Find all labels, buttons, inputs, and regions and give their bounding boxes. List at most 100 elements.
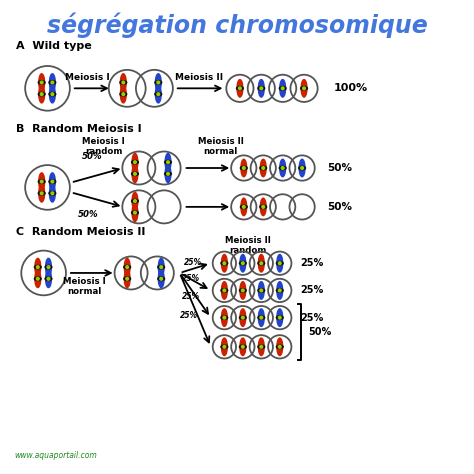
Ellipse shape <box>279 166 286 170</box>
Circle shape <box>238 87 241 90</box>
Circle shape <box>47 266 50 268</box>
Circle shape <box>242 206 245 208</box>
Text: 25%: 25% <box>182 292 201 301</box>
Ellipse shape <box>279 87 286 90</box>
Ellipse shape <box>35 270 41 288</box>
Circle shape <box>242 167 245 169</box>
Circle shape <box>40 81 43 84</box>
Circle shape <box>157 93 160 96</box>
Circle shape <box>281 167 284 169</box>
Ellipse shape <box>46 270 51 288</box>
Ellipse shape <box>277 338 283 356</box>
Ellipse shape <box>277 255 283 272</box>
Text: 50%: 50% <box>328 202 352 212</box>
Ellipse shape <box>237 87 243 90</box>
Text: C  Random Meiosis II: C Random Meiosis II <box>17 227 146 237</box>
Circle shape <box>260 346 263 348</box>
Ellipse shape <box>38 81 45 84</box>
Ellipse shape <box>221 345 228 348</box>
Ellipse shape <box>120 85 126 103</box>
Ellipse shape <box>221 289 228 292</box>
Ellipse shape <box>38 191 45 195</box>
Ellipse shape <box>120 81 127 84</box>
Ellipse shape <box>132 211 138 214</box>
Circle shape <box>262 167 264 169</box>
Circle shape <box>122 93 125 96</box>
Text: Meiosis I
normal: Meiosis I normal <box>63 277 106 296</box>
Ellipse shape <box>237 80 243 97</box>
Ellipse shape <box>38 92 45 96</box>
Circle shape <box>223 262 226 264</box>
Text: 50%: 50% <box>78 210 99 219</box>
Ellipse shape <box>299 166 306 170</box>
Ellipse shape <box>239 345 246 348</box>
Ellipse shape <box>221 262 228 265</box>
Ellipse shape <box>258 338 264 356</box>
Ellipse shape <box>132 200 138 203</box>
Ellipse shape <box>241 159 247 177</box>
Ellipse shape <box>258 309 264 327</box>
Ellipse shape <box>132 165 138 182</box>
Text: Meiosis II
random: Meiosis II random <box>225 236 271 255</box>
Circle shape <box>126 266 128 268</box>
Text: 25%: 25% <box>300 258 323 268</box>
Ellipse shape <box>45 277 52 281</box>
Ellipse shape <box>132 161 138 164</box>
Text: A  Wild type: A Wild type <box>17 41 92 51</box>
Ellipse shape <box>39 184 45 202</box>
Ellipse shape <box>258 345 264 348</box>
Circle shape <box>260 316 263 319</box>
Circle shape <box>241 262 244 264</box>
Circle shape <box>134 173 137 175</box>
Ellipse shape <box>49 92 56 96</box>
Text: Meiosis II: Meiosis II <box>175 73 223 82</box>
Circle shape <box>134 211 137 214</box>
Ellipse shape <box>258 87 264 90</box>
Ellipse shape <box>158 277 164 281</box>
Text: B  Random Meiosis I: B Random Meiosis I <box>17 124 142 134</box>
Ellipse shape <box>165 165 171 182</box>
Ellipse shape <box>132 172 138 175</box>
Circle shape <box>223 316 226 319</box>
Circle shape <box>241 289 244 292</box>
Ellipse shape <box>45 265 52 269</box>
Ellipse shape <box>39 85 45 103</box>
Circle shape <box>278 346 281 348</box>
Circle shape <box>157 81 160 84</box>
Ellipse shape <box>280 80 286 97</box>
Ellipse shape <box>240 282 246 299</box>
Ellipse shape <box>301 87 308 90</box>
Ellipse shape <box>165 154 171 171</box>
Text: 25%: 25% <box>184 258 202 267</box>
Circle shape <box>122 81 125 84</box>
Ellipse shape <box>124 270 130 288</box>
Ellipse shape <box>260 198 266 216</box>
Ellipse shape <box>277 282 283 299</box>
Ellipse shape <box>35 258 41 276</box>
Ellipse shape <box>239 316 246 319</box>
Circle shape <box>51 180 54 183</box>
Circle shape <box>36 266 39 268</box>
Ellipse shape <box>277 309 283 327</box>
Circle shape <box>40 192 43 195</box>
Circle shape <box>278 262 281 264</box>
Circle shape <box>167 161 169 164</box>
Ellipse shape <box>120 74 126 91</box>
Ellipse shape <box>35 277 41 281</box>
Ellipse shape <box>132 154 138 171</box>
Ellipse shape <box>164 161 172 164</box>
Ellipse shape <box>240 309 246 327</box>
Ellipse shape <box>258 289 264 292</box>
Circle shape <box>260 262 263 264</box>
Ellipse shape <box>35 265 41 269</box>
Circle shape <box>40 93 43 96</box>
Ellipse shape <box>221 316 228 319</box>
Text: www.aquaportail.com: www.aquaportail.com <box>15 450 97 459</box>
Ellipse shape <box>221 309 227 327</box>
Ellipse shape <box>280 159 286 177</box>
Text: 25%: 25% <box>300 285 323 295</box>
Ellipse shape <box>301 80 307 97</box>
Text: 50%: 50% <box>82 152 102 161</box>
Circle shape <box>262 206 264 208</box>
Ellipse shape <box>240 338 246 356</box>
